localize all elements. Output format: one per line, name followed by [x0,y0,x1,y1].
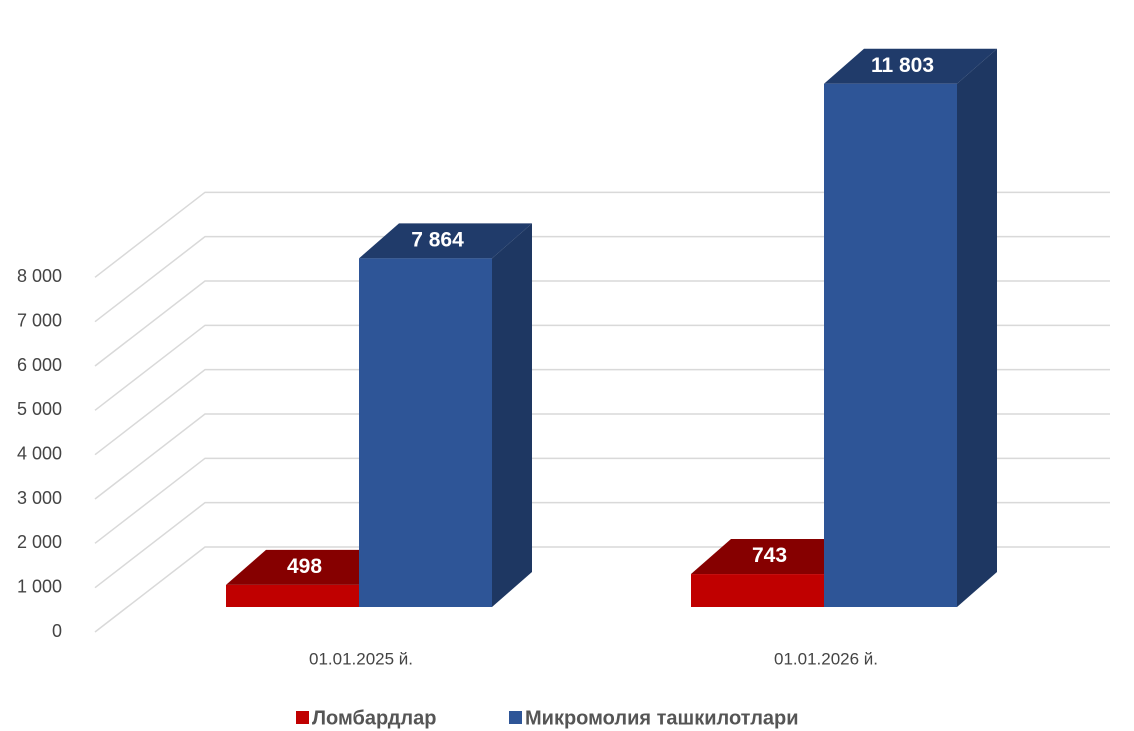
legend-swatch [509,711,522,724]
value-label: 498 [287,555,322,578]
y-tick-label: 2 000 [17,532,62,552]
x-tick-label: 01.01.2025 й. [309,649,413,668]
grid-line [94,501,1110,589]
y-tick-label: 1 000 [17,576,62,596]
y-tick-label: 8 000 [17,266,62,286]
bar-top [359,223,532,259]
y-tick-label: 4 000 [17,443,62,463]
grid-line [94,324,1110,411]
bar [691,574,824,607]
grid-line [94,368,1110,456]
bar [359,258,492,607]
legend-label: Ломбардлар [312,707,436,729]
grid-line [94,235,1110,323]
value-label: 11 803 [871,54,934,77]
grid-line [94,280,1110,367]
bar-top [824,48,997,84]
x-tick-label: 01.01.2026 й. [774,649,878,668]
y-tick-label: 3 000 [17,488,62,508]
value-label: 743 [752,544,787,567]
bar-top [691,539,864,575]
legend-label: Микромолия ташкилотлари [525,707,799,729]
value-label: 7 864 [411,228,464,251]
bar-side [492,223,532,607]
y-tick-label: 6 000 [17,355,62,375]
y-tick-label: 0 [52,621,62,641]
bar [226,584,359,607]
y-tick-label: 5 000 [17,399,62,419]
grid-line [94,457,1110,544]
bar [824,83,957,608]
bar-side [957,48,997,608]
grid-line [94,413,1110,500]
bar-top [226,549,399,585]
grid-line [94,191,1110,278]
y-tick-label: 7 000 [17,310,62,330]
legend-swatch [296,711,309,724]
